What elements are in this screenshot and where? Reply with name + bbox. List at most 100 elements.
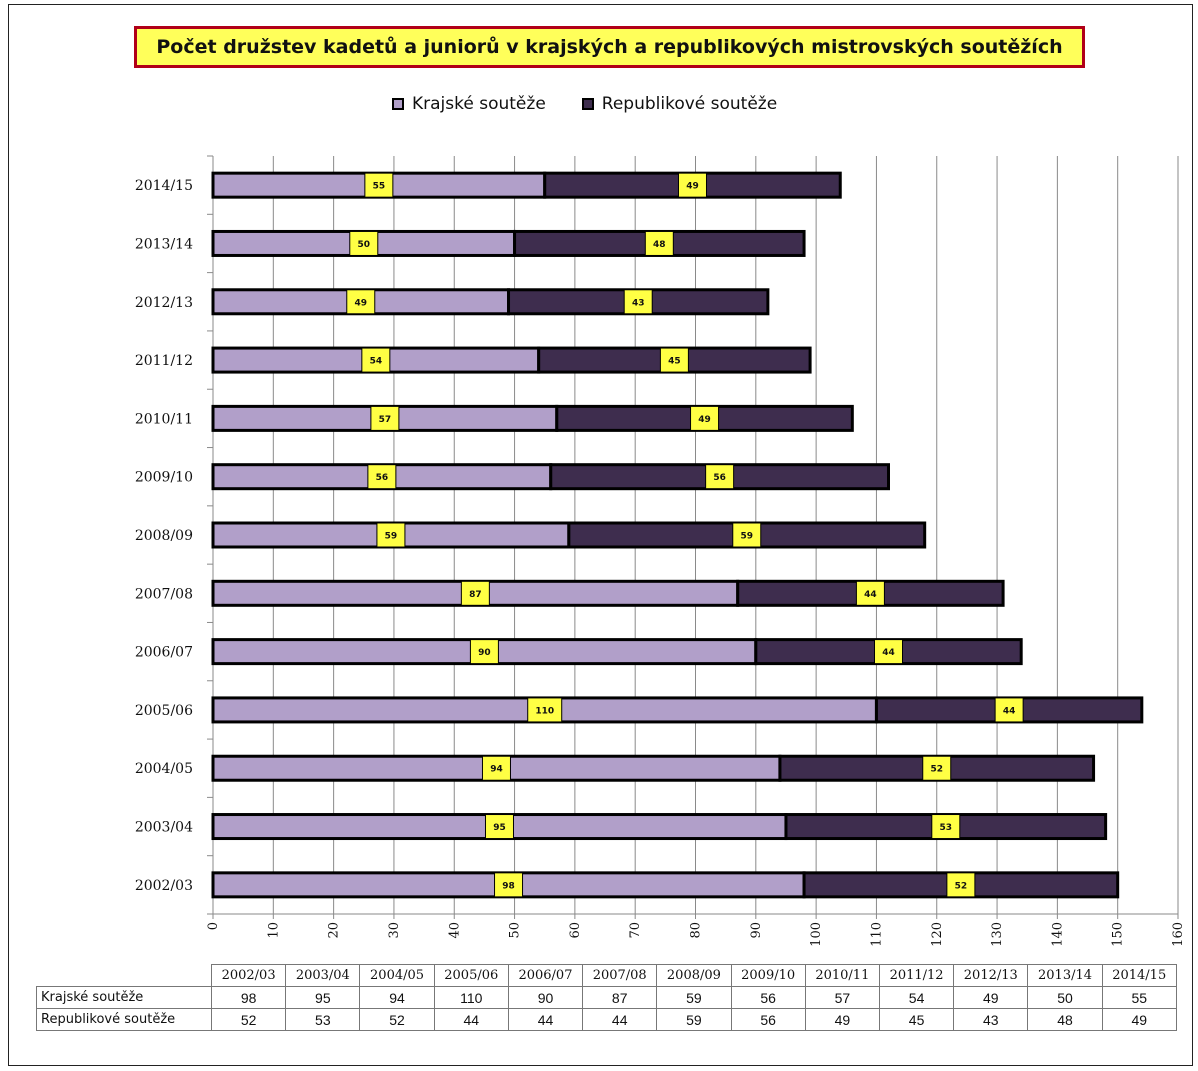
table-cell: 95 bbox=[285, 986, 361, 1009]
table-corner bbox=[37, 965, 212, 987]
table-cell: 52 bbox=[359, 1008, 435, 1031]
x-tick-label: 30 bbox=[387, 922, 402, 939]
table-cell: 55 bbox=[1101, 986, 1177, 1009]
table-cell: 50 bbox=[1027, 986, 1103, 1009]
table-cell: 45 bbox=[878, 1008, 955, 1031]
x-tick-label: 10 bbox=[266, 922, 281, 939]
table-cell: 44 bbox=[507, 1008, 584, 1031]
data-label-box bbox=[855, 580, 885, 606]
table-cell: 98 bbox=[210, 986, 287, 1009]
table-row: Republikové soutěže 52 53 52 44 44 44 59 56 49 45 4… bbox=[36, 1008, 1177, 1031]
category-label: 2013/14 bbox=[135, 236, 193, 252]
x-tick-label: 20 bbox=[327, 922, 342, 939]
data-label-box bbox=[346, 289, 376, 315]
table-row-header: Republikové soutěže bbox=[36, 1008, 212, 1031]
legend-label-republikove: Republikové soutěže bbox=[601, 94, 778, 114]
x-tick-label: 150 bbox=[1111, 922, 1126, 947]
table-column-header: 2008/09 bbox=[656, 964, 732, 987]
data-label-box bbox=[376, 522, 406, 548]
data-label: 59 bbox=[385, 532, 398, 542]
data-label-box bbox=[644, 230, 674, 256]
data-label: 87 bbox=[469, 590, 482, 600]
legend-swatch-republikove bbox=[581, 98, 594, 110]
data-label: 56 bbox=[713, 473, 726, 483]
table-column-header: 2013/14 bbox=[1027, 964, 1103, 987]
data-label-box bbox=[931, 814, 961, 840]
table-column-header: 2012/13 bbox=[953, 964, 1029, 987]
category-label: 2012/13 bbox=[135, 295, 193, 311]
table-cell: 56 bbox=[730, 986, 806, 1009]
data-label: 50 bbox=[358, 240, 371, 250]
data-label: 49 bbox=[686, 182, 699, 192]
table-column-header: 2005/06 bbox=[433, 964, 509, 987]
category-label: 2004/05 bbox=[135, 761, 193, 777]
category-label: 2003/04 bbox=[135, 820, 193, 836]
legend-label-krajske: Krajské soutěže bbox=[412, 94, 546, 114]
data-label: 110 bbox=[535, 706, 554, 716]
table-cell: 49 bbox=[804, 1008, 880, 1031]
data-label-box bbox=[481, 755, 511, 781]
x-tick-label: 90 bbox=[749, 922, 764, 939]
table-column-header: 2002/03 bbox=[210, 964, 287, 987]
x-tick-label: 110 bbox=[869, 922, 884, 947]
data-label: 49 bbox=[698, 415, 711, 425]
category-label: 2005/06 bbox=[135, 703, 193, 719]
data-label-box bbox=[946, 872, 976, 898]
legend-swatch-krajske bbox=[392, 98, 404, 110]
data-label-box bbox=[922, 755, 952, 781]
data-label: 44 bbox=[882, 648, 895, 658]
data-label: 52 bbox=[955, 881, 968, 891]
x-tick-label: 60 bbox=[568, 922, 583, 939]
table-column-header: 2010/11 bbox=[804, 964, 880, 987]
table-cell: 44 bbox=[433, 1008, 509, 1031]
table-cell: 110 bbox=[433, 986, 509, 1009]
data-label-box bbox=[527, 697, 563, 723]
data-label: 53 bbox=[940, 823, 953, 833]
chart-title: Počet družstev kadetů a juniorů v krajsk… bbox=[134, 26, 1085, 68]
data-label: 44 bbox=[864, 590, 877, 600]
data-label-box bbox=[690, 405, 720, 431]
category-label: 2011/12 bbox=[135, 353, 193, 369]
x-tick-label: 50 bbox=[508, 922, 523, 939]
category-label: 2007/08 bbox=[135, 586, 193, 602]
data-label-box bbox=[994, 697, 1024, 723]
x-tick-label: 100 bbox=[809, 922, 824, 947]
x-tick-label: 40 bbox=[447, 922, 462, 939]
table-cell: 56 bbox=[730, 1008, 806, 1031]
table-column-header: 2004/05 bbox=[359, 964, 435, 987]
category-label: 2010/11 bbox=[135, 411, 193, 427]
data-label-box bbox=[874, 639, 903, 665]
data-label: 55 bbox=[373, 182, 386, 192]
x-tick-label: 140 bbox=[1050, 922, 1065, 947]
table-cell: 48 bbox=[1027, 1008, 1103, 1031]
data-label: 94 bbox=[490, 765, 503, 775]
data-label-box bbox=[705, 464, 735, 490]
table-column-header: 2011/12 bbox=[878, 964, 955, 987]
x-tick-label: 120 bbox=[930, 922, 945, 947]
table-column-header: 2003/04 bbox=[285, 964, 361, 987]
data-label-box bbox=[469, 639, 499, 665]
data-label-box bbox=[370, 405, 400, 431]
data-label: 59 bbox=[741, 532, 754, 542]
legend: Krajské soutěže Republikové soutěže bbox=[392, 92, 813, 116]
data-label-box bbox=[484, 814, 514, 840]
table-header-row: 2002/03 2003/04 2004/05 2005/06 2006/07 2007/… bbox=[37, 964, 1177, 987]
data-label-box bbox=[677, 172, 707, 198]
table-cell: 94 bbox=[359, 986, 435, 1009]
table-cell: 43 bbox=[953, 1008, 1029, 1031]
table-cell: 59 bbox=[656, 986, 732, 1009]
x-tick-label: 130 bbox=[990, 922, 1005, 947]
x-tick-label: 70 bbox=[628, 922, 643, 939]
table-cell: 54 bbox=[878, 986, 955, 1009]
data-label: 45 bbox=[668, 357, 681, 367]
table-column-header: 2007/08 bbox=[582, 964, 658, 987]
category-label: 2002/03 bbox=[135, 878, 193, 894]
data-label: 49 bbox=[355, 298, 368, 308]
category-label: 2014/15 bbox=[135, 178, 193, 194]
legend-item-krajske: Krajské soutěže bbox=[392, 94, 546, 114]
table-cell: 49 bbox=[1101, 1008, 1177, 1031]
table-row-header: Krajské soutěže bbox=[36, 986, 212, 1009]
table-cell: 90 bbox=[507, 986, 584, 1009]
table-cell: 44 bbox=[582, 1008, 658, 1031]
data-label: 95 bbox=[493, 823, 506, 833]
